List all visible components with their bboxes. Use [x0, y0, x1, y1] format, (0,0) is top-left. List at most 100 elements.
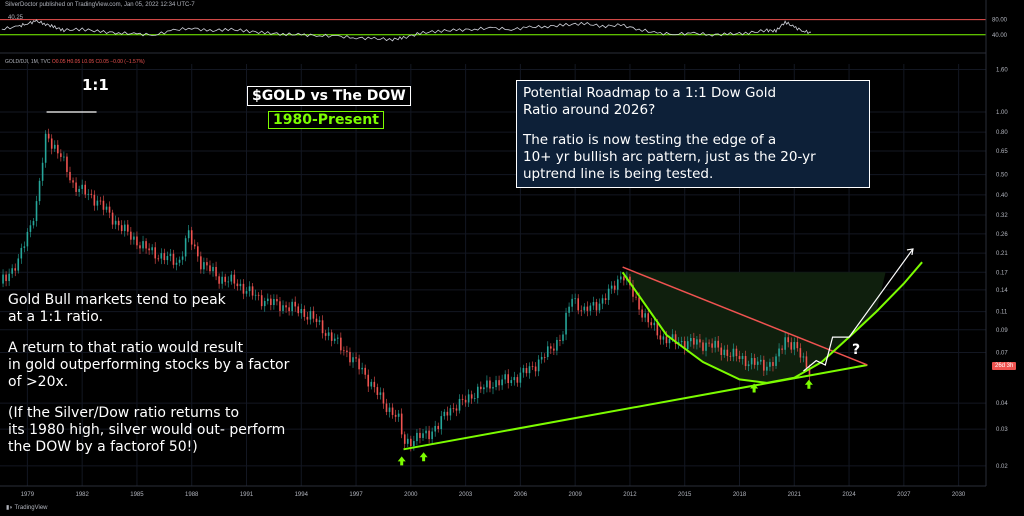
candle-body — [470, 394, 473, 399]
candle-body — [808, 367, 811, 376]
x-tick-label: 2018 — [733, 492, 747, 498]
candle-body — [87, 193, 90, 195]
candle-body — [428, 430, 430, 440]
candle-body — [175, 262, 178, 265]
x-tick-label: 1985 — [130, 492, 144, 498]
candle-body — [282, 305, 284, 311]
publisher-line: SilverDoctor published on TradingView.co… — [5, 2, 195, 8]
candle-body — [769, 362, 771, 367]
candle-body — [452, 408, 455, 410]
candle-body — [254, 294, 257, 296]
candle-body — [343, 350, 345, 352]
candle-body — [5, 274, 7, 282]
candle-body — [403, 434, 406, 444]
candle-body — [336, 337, 339, 339]
y-tick-label: 0.04 — [996, 401, 1008, 407]
y-tick-label: 0.02 — [996, 464, 1008, 470]
candle-body — [805, 356, 808, 368]
candle-body — [732, 348, 735, 357]
candle-body — [747, 364, 750, 367]
support-arrow-icon — [397, 456, 406, 466]
candle-body — [778, 348, 780, 357]
candle-body — [647, 313, 650, 323]
candle-body — [391, 407, 394, 415]
candle-body — [686, 341, 689, 350]
candle-body — [723, 349, 726, 355]
candle-body — [516, 377, 519, 383]
candle-body — [629, 276, 631, 286]
candle-body — [53, 144, 56, 149]
x-tick-label: 1997 — [349, 492, 363, 498]
candle-body — [349, 351, 351, 363]
candle-body — [373, 381, 376, 388]
candle-body — [763, 359, 765, 371]
y-tick-label: 1.00 — [996, 110, 1008, 116]
candle-body — [693, 338, 695, 345]
note-line: A return to that ratio would result — [8, 340, 244, 356]
candle-body — [480, 386, 482, 390]
bull-market-note: Gold Bull markets tend to peak at a 1:1 … — [8, 292, 348, 456]
arc-zone — [622, 272, 886, 383]
candle-body — [598, 303, 601, 311]
x-tick-label: 2006 — [514, 492, 528, 498]
projection-arrowhead — [906, 248, 914, 256]
candle-body — [370, 381, 373, 387]
question-mark-label: ? — [852, 342, 861, 358]
candle-body — [340, 337, 342, 351]
y-tick-label: 0.09 — [996, 328, 1008, 334]
candle-body — [17, 258, 20, 271]
candle-body — [507, 374, 510, 384]
roadmap-line: uptrend line is being tested. — [523, 166, 714, 182]
candle-body — [60, 153, 62, 157]
x-tick-label: 2015 — [678, 492, 692, 498]
candle-body — [696, 339, 698, 345]
roadmap-line: The ratio is now testing the edge of a — [523, 132, 777, 148]
candle-body — [613, 285, 616, 290]
brand-name: TradingView — [14, 505, 48, 511]
candle-body — [519, 372, 522, 383]
candle-body — [47, 133, 50, 139]
candle-body — [279, 301, 281, 311]
candle-body — [595, 302, 598, 311]
candle-body — [166, 256, 169, 261]
y-tick-label: 0.26 — [996, 232, 1008, 238]
candle-body — [489, 380, 491, 389]
candle-body — [616, 279, 619, 290]
y-tick-label: 1.60 — [996, 67, 1008, 73]
candle-body — [78, 188, 80, 192]
note-line: at a 1:1 ratio. — [8, 309, 104, 325]
candle-body — [400, 413, 403, 435]
candle-body — [568, 306, 570, 313]
candle-body — [303, 308, 306, 317]
candle-body — [388, 407, 391, 412]
candle-body — [750, 358, 753, 365]
candle-body — [172, 253, 175, 265]
candle-body — [382, 392, 385, 404]
candle-body — [394, 414, 397, 417]
rsi-level-label: 40.00 — [992, 33, 1008, 39]
roadmap-line: Ratio around 2026? — [523, 102, 656, 118]
bullish-arc — [621, 261, 923, 384]
price-series — [2, 128, 811, 452]
candle-body — [437, 425, 440, 430]
projection-path — [803, 248, 914, 372]
candle-body — [537, 359, 540, 372]
candle-body — [273, 298, 275, 306]
candle-body — [671, 334, 674, 339]
rsi-level-label: 80.00 — [992, 18, 1008, 24]
x-tick-label: 2030 — [952, 492, 966, 498]
candle-body — [379, 392, 382, 395]
candle-body — [236, 283, 239, 287]
candle-body — [346, 350, 348, 352]
candle-body — [787, 337, 789, 343]
y-tick-label: 0.80 — [996, 130, 1008, 136]
candle-body — [84, 184, 87, 195]
candle-body — [781, 348, 783, 350]
candle-body — [793, 342, 796, 350]
candle-body — [209, 265, 211, 272]
candle-body — [419, 432, 421, 438]
candle-body — [139, 245, 141, 249]
candle-body — [63, 156, 65, 158]
candle-body — [592, 302, 595, 306]
